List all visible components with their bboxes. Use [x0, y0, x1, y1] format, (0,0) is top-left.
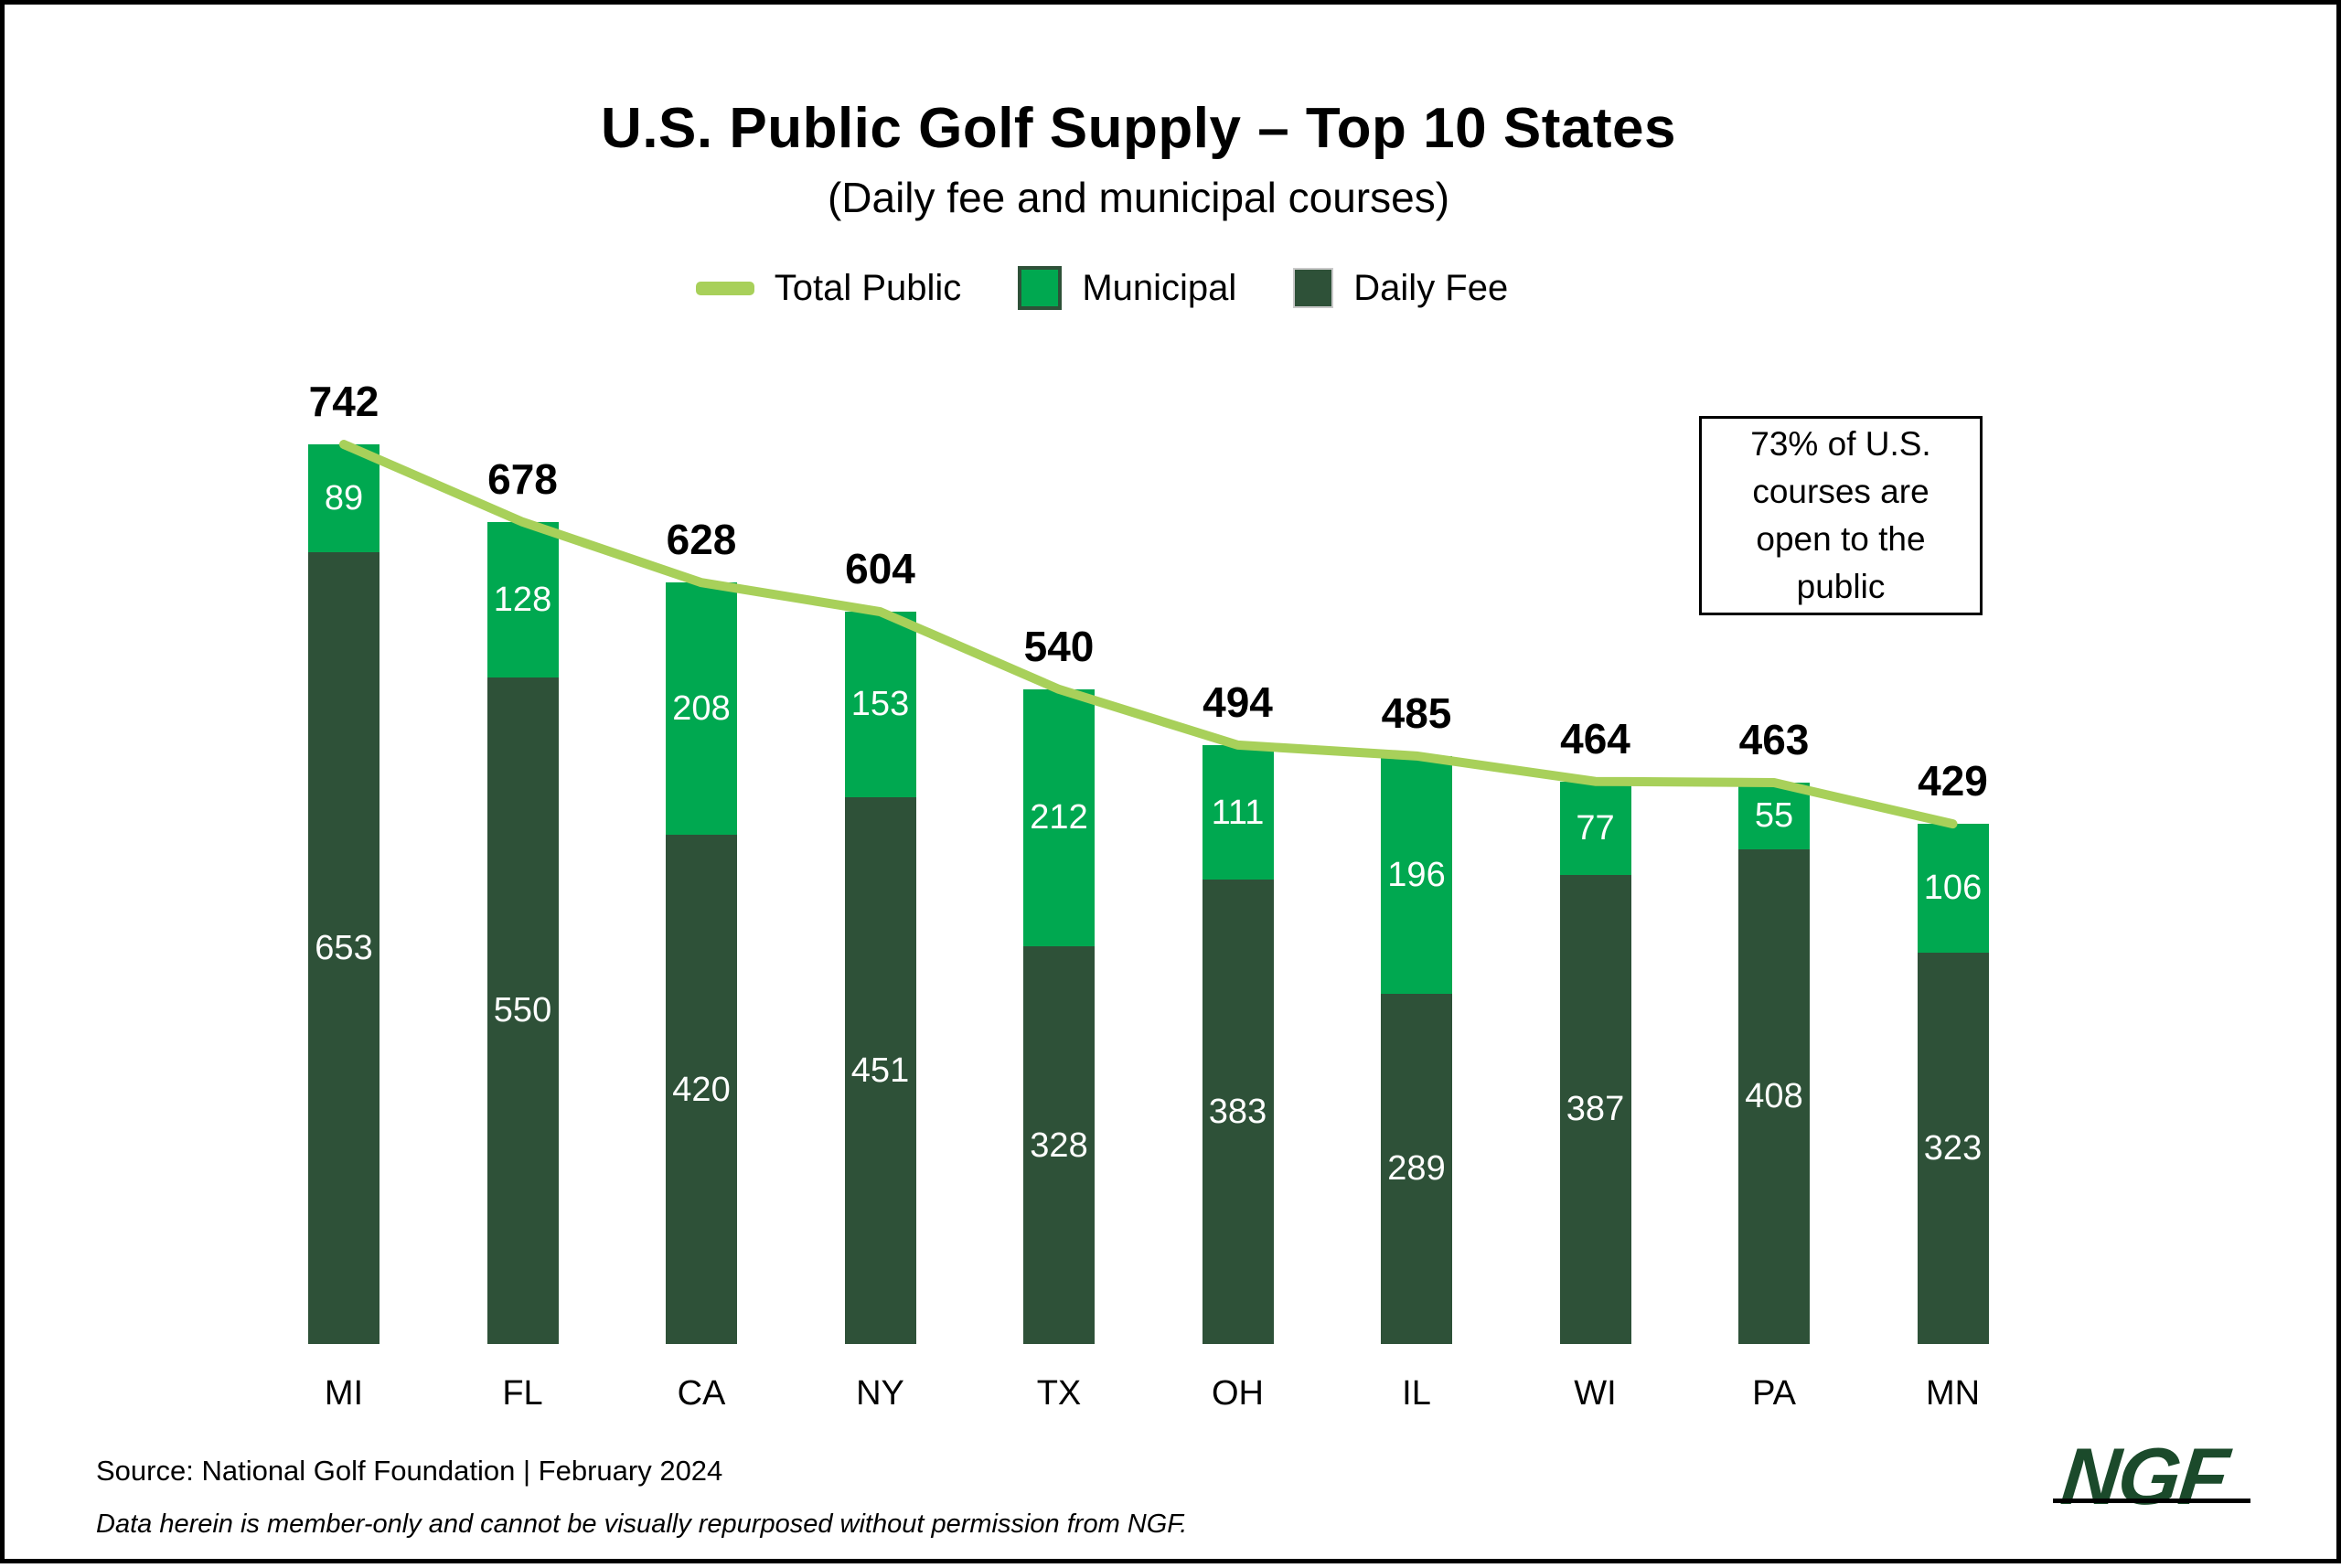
x-axis-label-TX: TX	[1036, 1374, 1082, 1413]
bar-segment-daily-fee-TX	[1023, 946, 1095, 1344]
daily-fee-value-label-IL: 289	[1387, 1149, 1446, 1189]
bar-segment-daily-fee-FL	[486, 677, 559, 1344]
total-value-label-TX: 540	[1023, 622, 1095, 670]
daily-fee-value-label-MI: 653	[315, 929, 373, 968]
bar-segment-daily-fee-MN	[1917, 952, 1989, 1344]
bar-segment-municipal-MN	[1917, 824, 1989, 953]
daily-fee-value-label-NY: 451	[850, 1051, 910, 1090]
municipal-value-label-WI: 77	[1576, 808, 1615, 848]
x-axis-label-MI: MI	[324, 1374, 364, 1413]
bar-segment-daily-fee-IL	[1381, 993, 1452, 1344]
annotation-line: open to the	[1756, 520, 1926, 558]
annotation-line: courses are	[1752, 473, 1929, 510]
ngf-logo-underline	[2053, 1499, 2250, 1503]
x-axis-label-FL: FL	[502, 1374, 543, 1413]
total-value-label-MN: 429	[1918, 757, 1988, 805]
municipal-value-label-TX: 212	[1030, 798, 1088, 837]
x-axis-label-PA: PA	[1752, 1374, 1796, 1413]
legend-label: Total Public	[774, 267, 962, 308]
municipal-value-label-FL: 128	[493, 580, 552, 619]
total-value-label-NY: 604	[845, 545, 915, 593]
bar-segment-daily-fee-MI	[308, 552, 379, 1344]
municipal-square-swatch-icon	[1018, 266, 1063, 310]
x-axis-label-WI: WI	[1574, 1374, 1617, 1413]
total-value-label-CA: 628	[666, 516, 737, 564]
x-axis-label-IL: IL	[1402, 1374, 1431, 1413]
municipal-value-label-MN: 106	[1923, 869, 1983, 908]
bar-segment-daily-fee-CA	[666, 835, 737, 1344]
x-axis-label-OH: OH	[1212, 1374, 1264, 1413]
bar-segment-municipal-PA	[1738, 783, 1810, 849]
total-value-label-OH: 494	[1203, 677, 1273, 726]
municipal-value-label-IL: 196	[1387, 855, 1446, 894]
ngf-logo-text: NGF	[2057, 1431, 2232, 1521]
municipal-value-label-NY: 153	[850, 685, 910, 724]
bar-segment-daily-fee-NY	[844, 796, 916, 1344]
legend-item-municipal: Municipal	[1018, 266, 1236, 310]
annotation-line: public	[1796, 568, 1886, 605]
bar-segment-municipal-CA	[666, 582, 737, 836]
bar-segment-municipal-OH	[1202, 744, 1274, 880]
annotation-line: 73% of U.S.	[1750, 425, 1931, 463]
x-axis-label-CA: CA	[677, 1374, 726, 1413]
total-public-line	[339, 440, 1958, 829]
bar-segment-municipal-TX	[1023, 688, 1095, 947]
daily-fee-value-label-MN: 323	[1923, 1128, 1983, 1168]
daily-fee-value-label-TX: 328	[1030, 1125, 1088, 1165]
daily-fee-value-label-WI: 387	[1566, 1090, 1625, 1129]
municipal-value-label-PA: 55	[1754, 796, 1794, 836]
total-value-label-IL: 485	[1381, 688, 1452, 737]
total-value-label-WI: 464	[1560, 714, 1630, 763]
municipal-value-label-CA: 208	[672, 689, 731, 729]
bar-segment-daily-fee-PA	[1738, 848, 1810, 1344]
legend-label: Municipal	[1082, 267, 1237, 308]
page-subtitle: (Daily fee and municipal courses)	[827, 174, 1450, 221]
municipal-value-label-MI: 89	[324, 479, 364, 518]
total-value-label-PA: 463	[1738, 716, 1810, 764]
daily-fee-square-swatch-icon	[1293, 268, 1334, 308]
stacked-bar-chart: 89 653 MI 128 550 FL 208 420 CA 153 451 NY 212 328 TX 1…	[5, 5, 2341, 1568]
total-public-polyline	[339, 440, 1958, 829]
daily-fee-value-label-OH: 383	[1208, 1093, 1267, 1132]
bar-segment-daily-fee-WI	[1559, 874, 1631, 1344]
ngf-logo: NGF	[2053, 1431, 2258, 1528]
daily-fee-value-label-PA: 408	[1745, 1077, 1803, 1116]
legend-label: Daily Fee	[1353, 267, 1509, 308]
total-value-label-MI: 742	[308, 378, 379, 426]
x-axis-label-NY: NY	[856, 1374, 904, 1413]
bar-segment-municipal-MI	[308, 444, 379, 553]
daily-fee-value-label-FL: 550	[493, 991, 552, 1030]
bar-segment-municipal-NY	[844, 612, 916, 797]
disclaimer-text: Data herein is member-only and cannot be…	[96, 1509, 1188, 1539]
bar-segment-municipal-IL	[1381, 755, 1452, 994]
legend: Total Public Municipal Daily Fee	[5, 266, 2199, 310]
bar-segment-municipal-WI	[1559, 781, 1631, 875]
bar-segment-municipal-FL	[486, 521, 559, 677]
total-public-line-swatch-icon	[695, 281, 754, 295]
legend-item-total-public: Total Public	[695, 267, 962, 309]
total-value-label-FL: 678	[487, 454, 558, 503]
x-axis-label-MN: MN	[1925, 1374, 1981, 1413]
page-title: U.S. Public Golf Supply – Top 10 States	[601, 97, 1676, 160]
legend-item-daily-fee: Daily Fee	[1293, 268, 1508, 309]
source-text: Source: National Golf Foundation | Febru…	[96, 1455, 723, 1487]
annotation-box: 73% of U.S. courses are open to the publ…	[1699, 416, 1983, 615]
bar-segment-daily-fee-OH	[1202, 880, 1274, 1344]
daily-fee-value-label-CA: 420	[672, 1070, 731, 1109]
municipal-value-label-OH: 111	[1211, 793, 1265, 832]
